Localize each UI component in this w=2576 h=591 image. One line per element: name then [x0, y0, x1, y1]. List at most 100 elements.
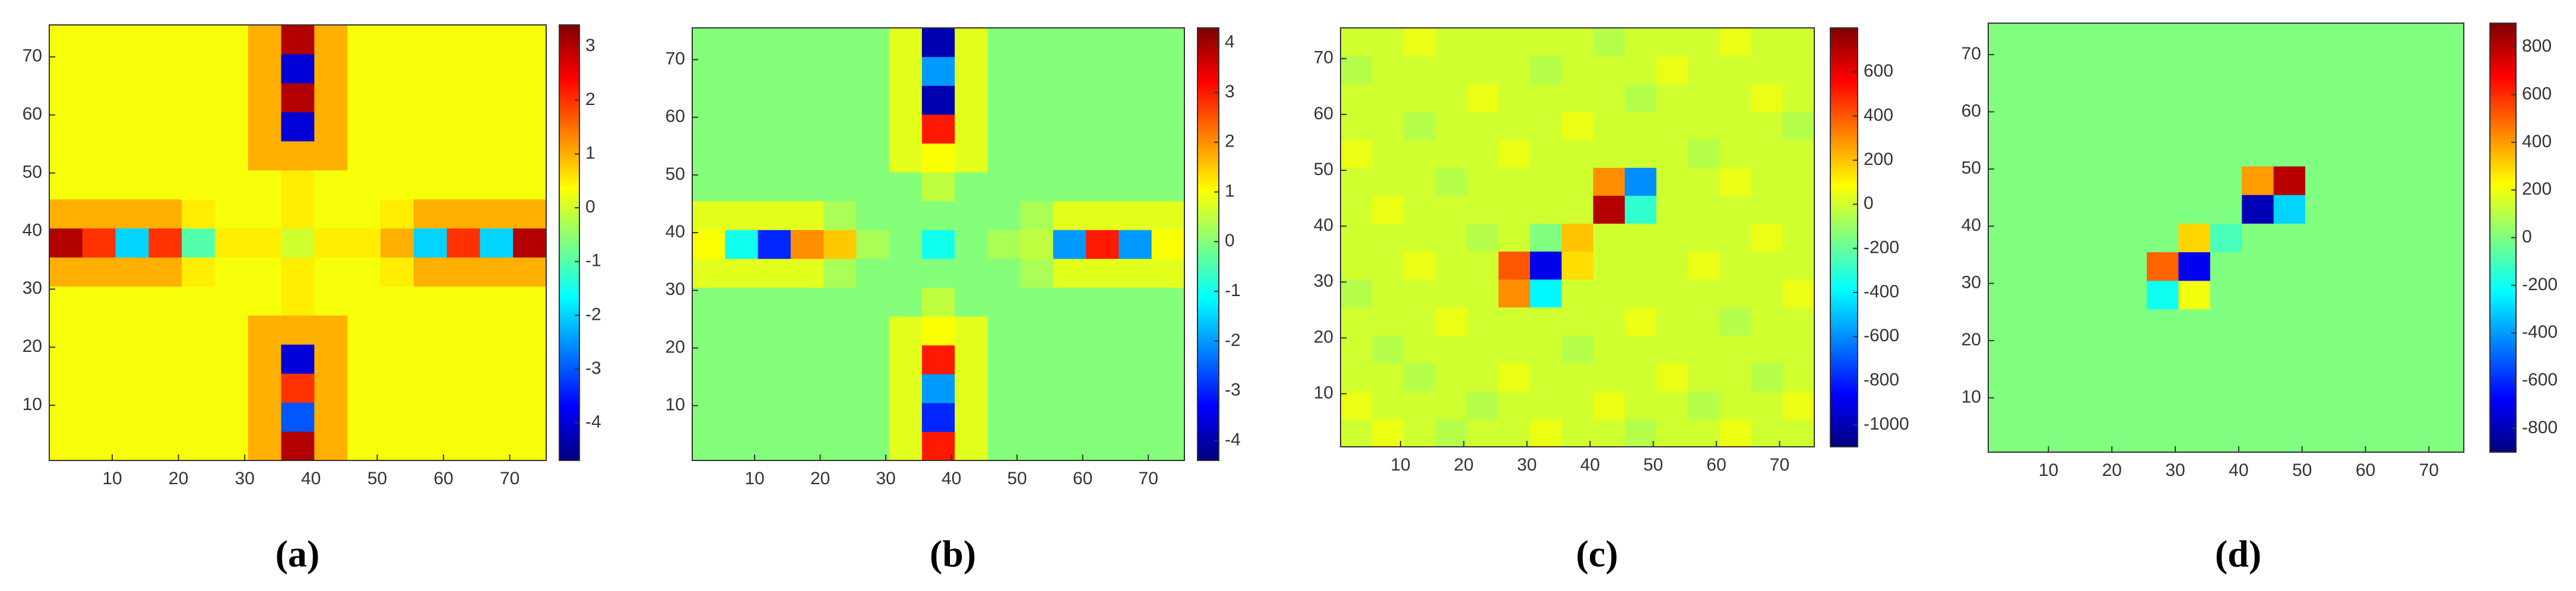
heatmap-cell [2051, 395, 2084, 424]
heatmap-cell [413, 286, 448, 316]
heatmap-cell [2210, 423, 2242, 453]
heatmap-cell [2147, 137, 2179, 167]
heatmap-cell [215, 344, 249, 374]
heatmap-cell [2083, 195, 2116, 224]
heatmap-cell [281, 141, 315, 171]
heatmap-cell [823, 56, 857, 86]
heatmap-cell [148, 82, 182, 113]
heatmap-cell [1372, 223, 1404, 252]
heatmap-cell [2242, 423, 2274, 453]
heatmap-cell [2432, 223, 2464, 253]
heatmap-cell [955, 345, 988, 374]
y-tick-label: 60 [1962, 101, 1981, 120]
heatmap-cell [1782, 335, 1815, 364]
heatmap-cell [49, 344, 83, 374]
heatmap-cell [281, 373, 315, 403]
heatmap-cell [2432, 52, 2464, 81]
colorbar-tick-label: 800 [2522, 36, 2552, 56]
heatmap-cell [1086, 28, 1119, 58]
heatmap-cell [281, 199, 315, 229]
heatmap-cell [2368, 223, 2401, 253]
heatmap-cell [381, 402, 414, 432]
heatmap-cell [148, 315, 182, 345]
heatmap-cell [1466, 195, 1499, 224]
heatmap-cell [921, 143, 955, 173]
heatmap-cell [513, 344, 547, 374]
heatmap-cell [1688, 335, 1720, 364]
heatmap-cell [2305, 252, 2337, 281]
heatmap-cell [725, 287, 759, 317]
heatmap-cell [215, 286, 249, 316]
heatmap-cell [1656, 335, 1688, 364]
heatmap-cell [1719, 363, 1752, 392]
heatmap-cell [347, 53, 381, 84]
x-tick-label: 20 [1454, 455, 1474, 475]
heatmap-cell [413, 141, 448, 171]
heatmap-cell [182, 112, 216, 142]
heatmap-cell [889, 85, 923, 115]
y-tick-label: 50 [1314, 160, 1333, 179]
heatmap-cell [790, 374, 824, 403]
heatmap-cell [1719, 251, 1752, 280]
heatmap-cell [1593, 56, 1626, 84]
heatmap-cell [2051, 23, 2084, 52]
heatmap-cell [1624, 139, 1657, 168]
heatmap-cell [955, 230, 988, 259]
heatmap-cell [1372, 251, 1404, 280]
heatmap-cell [1624, 335, 1657, 364]
heatmap-cell [381, 25, 414, 55]
heatmap-cell [823, 287, 857, 317]
heatmap-cell [2115, 280, 2147, 310]
heatmap-cell [182, 373, 216, 403]
heatmap-cell [1341, 56, 1373, 84]
heatmap-cell [1561, 279, 1594, 308]
heatmap-cell [1020, 85, 1054, 115]
heatmap-cell [480, 141, 514, 171]
heatmap-cell [987, 345, 1021, 374]
heatmap-cell [513, 25, 547, 55]
heatmap-cell [692, 28, 725, 58]
heatmap-cell [1751, 223, 1783, 252]
heatmap-cell [1403, 279, 1436, 308]
heatmap-cell [1119, 143, 1152, 173]
heatmap-cell [347, 82, 381, 113]
heatmap-cell [1624, 307, 1657, 336]
heatmap-cell [1498, 56, 1531, 84]
heatmap-cell [692, 374, 725, 403]
heatmap-cell [1624, 418, 1657, 447]
heatmap-cell [182, 286, 216, 316]
heatmap-cell [2178, 366, 2211, 396]
heatmap-cell [2305, 195, 2337, 224]
heatmap-cell [1688, 307, 1720, 336]
heatmap-cell [2083, 366, 2116, 396]
heatmap-cell [347, 315, 381, 345]
heatmap-cell [1656, 223, 1688, 252]
heatmap-cell [480, 431, 514, 461]
heatmap-cell [1372, 167, 1404, 196]
heatmap-cell [987, 258, 1021, 288]
heatmap-cell [1656, 167, 1688, 196]
heatmap-cell [2051, 166, 2084, 195]
heatmap-cell [2400, 223, 2433, 253]
heatmap-cell [2020, 366, 2052, 396]
heatmap-cell [1624, 195, 1657, 224]
colorbar-tick-label: 1 [585, 143, 595, 163]
heatmap-cell [790, 172, 824, 202]
heatmap-cell [1719, 139, 1752, 168]
heatmap-cell [314, 286, 348, 316]
heatmap-cell [2400, 366, 2433, 396]
heatmap-cell [1656, 307, 1688, 336]
heatmap-cell [1086, 402, 1119, 432]
heatmap-cell [1119, 431, 1152, 461]
y-tick-label: 50 [23, 162, 42, 182]
heatmap-cell [1053, 345, 1086, 374]
heatmap-cell [1403, 363, 1436, 392]
heatmap-cell [758, 230, 791, 259]
heatmap-cell [1372, 335, 1404, 364]
heatmap-cell [1053, 143, 1086, 173]
heatmap-cell [2083, 109, 2116, 138]
y-tick-label: 30 [23, 278, 42, 298]
heatmap-cell [248, 402, 282, 432]
heatmap-cell [2115, 223, 2147, 253]
